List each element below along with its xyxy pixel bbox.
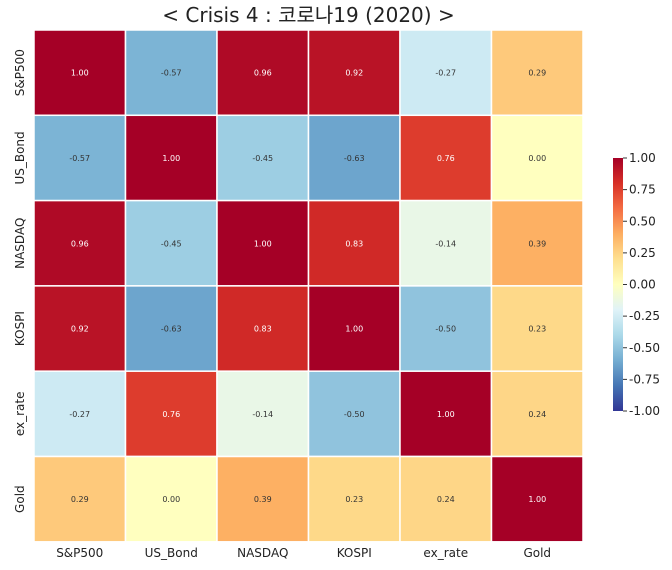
cell-value-label: 1.00: [345, 325, 363, 334]
cell-value-label: -0.63: [344, 154, 365, 163]
colorbar: 1.00 0.75 0.50 0.25 0.00 -0.25 -0.50 -0.75 -1.00: [613, 151, 660, 418]
cell-value-label: 0.00: [162, 495, 180, 504]
y-axis-labels: S&P500 US_Bond NASDAQ KOSPI ex_rate Gold: [13, 49, 27, 513]
cell-value-label: 0.96: [71, 239, 89, 248]
heatmap-cell: [490, 114, 584, 202]
heatmap-cell: [307, 199, 401, 287]
x-axis-labels: S&P500 US_Bond NASDAQ KOSPI ex_rate Gold: [56, 546, 551, 560]
cell-value-label: -0.57: [69, 154, 90, 163]
colorbar-tick-label: -0.50: [629, 341, 660, 355]
cell-value-label: 1.00: [71, 69, 89, 78]
cell-value-label: -0.50: [435, 325, 456, 334]
cell-value-label: 0.29: [528, 69, 546, 78]
heatmap-cell: [399, 370, 493, 458]
colorbar-tick-label: 0.50: [629, 214, 656, 228]
y-tick-label: ex_rate: [13, 392, 27, 437]
x-tick-label: US_Bond: [145, 546, 198, 560]
cell-value-label: -0.14: [252, 410, 273, 419]
y-tick-label: Gold: [13, 485, 27, 513]
colorbar-tick-label: -0.75: [629, 372, 660, 386]
colorbar-tick-label: 0.75: [629, 183, 656, 197]
cell-value-label: 0.23: [528, 325, 546, 334]
cell-value-label: 0.76: [162, 410, 180, 419]
heatmap-cell: [307, 114, 401, 202]
cell-value-label: 0.29: [71, 495, 89, 504]
chart-title: < Crisis 4 : 코로나19 (2020) >: [162, 3, 454, 27]
heatmap-cell: [307, 455, 401, 543]
colorbar-tick-label: -1.00: [629, 404, 660, 418]
cell-value-label: 0.92: [71, 325, 89, 334]
y-tick-label: US_Bond: [13, 131, 27, 184]
heatmap-cell: [216, 29, 310, 117]
cell-value-label: -0.63: [161, 325, 182, 334]
heatmap-cell: [33, 29, 127, 117]
cell-value-label: 0.00: [528, 154, 546, 163]
heatmap-cell: [490, 199, 584, 287]
heatmap-cell: [33, 455, 127, 543]
cell-value-label: 0.39: [528, 239, 546, 248]
heatmap-cell: [216, 285, 310, 372]
cell-value-label: -0.45: [161, 239, 182, 248]
x-tick-label: S&P500: [56, 546, 103, 560]
heatmap-cell: [490, 29, 584, 117]
cell-value-label: 1.00: [528, 495, 546, 504]
heatmap-cell: [124, 199, 218, 287]
heatmap-cell: [307, 285, 401, 372]
colorbar-tick-label: 0.25: [629, 246, 656, 260]
colorbar-tick-label: 1.00: [629, 151, 656, 165]
cell-value-label: 0.83: [345, 239, 363, 248]
heatmap-cell: [490, 370, 584, 458]
heatmap-cell: [399, 285, 493, 372]
cell-value-label: -0.50: [344, 410, 365, 419]
heatmap-cell: [124, 29, 218, 117]
heatmap-cells: 1.00 -0.57 0.96 0.92 -0.27 0.29 -0.57 1.00 -0.45…: [33, 29, 584, 543]
x-tick-label: NASDAQ: [237, 546, 288, 560]
cell-value-label: 1.00: [162, 154, 180, 163]
heatmap-cell: [399, 199, 493, 287]
y-tick-label: S&P500: [13, 49, 27, 96]
heatmap-cell: [307, 370, 401, 458]
cell-value-label: 0.83: [254, 325, 272, 334]
heatmap-cell: [399, 455, 493, 543]
cell-value-label: 0.96: [254, 69, 272, 78]
heatmap-cell: [33, 285, 127, 372]
cell-value-label: -0.27: [69, 410, 90, 419]
cell-value-label: 0.24: [528, 410, 546, 419]
heatmap-cell: [490, 455, 584, 543]
heatmap-cell: [124, 114, 218, 202]
colorbar-tick-label: 0.00: [629, 278, 656, 292]
cell-value-label: 1.00: [437, 410, 455, 419]
cell-value-label: -0.57: [161, 69, 182, 78]
cell-value-label: -0.27: [435, 69, 456, 78]
heatmap-cell: [33, 370, 127, 458]
cell-value-label: 0.24: [437, 495, 455, 504]
cell-value-label: 0.76: [437, 154, 455, 163]
y-tick-label: NASDAQ: [13, 218, 27, 269]
cell-value-label: 1.00: [254, 239, 272, 248]
x-tick-label: ex_rate: [423, 546, 468, 560]
cell-value-label: 0.92: [345, 69, 363, 78]
cell-value-label: 0.23: [345, 495, 363, 504]
x-tick-label: KOSPI: [337, 546, 372, 560]
x-tick-label: Gold: [523, 546, 551, 560]
cell-value-label: -0.45: [252, 154, 273, 163]
heatmap-cell: [216, 370, 310, 458]
y-tick-label: KOSPI: [13, 311, 27, 346]
heatmap-cell: [490, 285, 584, 372]
heatmap-cell: [124, 285, 218, 372]
cell-value-label: 0.39: [254, 495, 272, 504]
cell-value-label: -0.14: [435, 239, 456, 248]
colorbar-tick-label: -0.25: [629, 309, 660, 323]
colorbar-gradient: [613, 158, 623, 411]
